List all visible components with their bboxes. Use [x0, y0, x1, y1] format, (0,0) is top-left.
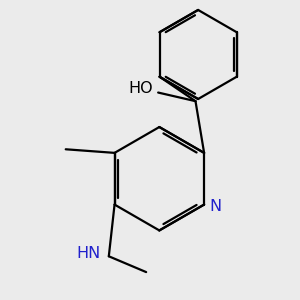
Text: N: N	[209, 199, 222, 214]
Text: HN: HN	[76, 246, 101, 261]
Text: HO: HO	[128, 82, 152, 97]
